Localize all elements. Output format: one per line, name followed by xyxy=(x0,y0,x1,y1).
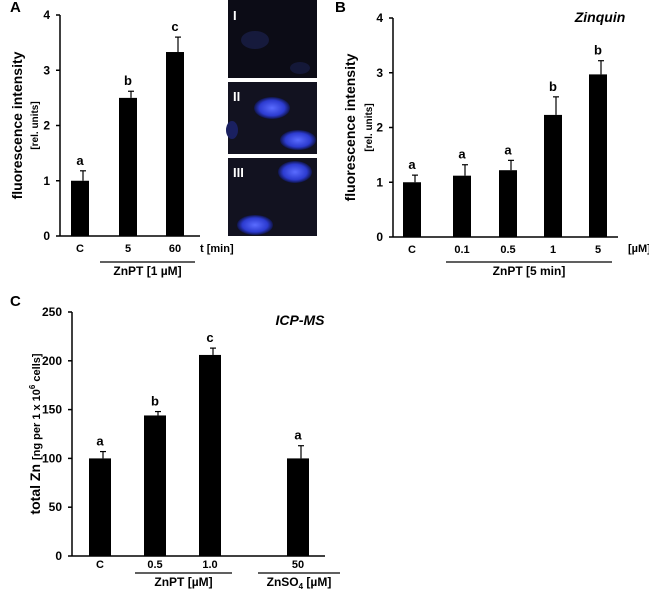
nucleus xyxy=(241,31,269,49)
y-tick-label: 1 xyxy=(43,174,50,188)
y-tick-label: 2 xyxy=(376,121,383,135)
y-tick-label: 2 xyxy=(43,119,50,133)
x-tick-label: 0.5 xyxy=(500,244,515,256)
x-tick-label: C xyxy=(96,559,104,571)
group-label-part: 4 xyxy=(299,582,304,591)
y-axis-label: total Zn [ng per 1 x 106 cells] xyxy=(27,353,43,514)
group-label-part: ZnPT [1 µM] xyxy=(113,264,181,278)
nucleus xyxy=(226,121,238,139)
panel-label: A xyxy=(10,0,21,16)
significance-label: a xyxy=(76,153,84,168)
x-tick-label: 0.5 xyxy=(147,559,162,571)
significance-label: a xyxy=(504,142,512,157)
chart-title: Zinquin xyxy=(574,9,626,25)
panel-label: C xyxy=(10,293,21,310)
x-tick-label: 50 xyxy=(292,559,304,571)
y-tick-label: 50 xyxy=(49,500,63,514)
y-tick-label: 4 xyxy=(376,11,383,25)
x-tick-label: C xyxy=(76,243,84,255)
y-axis-label-part: [ng per 1 x 10 xyxy=(31,389,43,460)
y-tick-label: 1 xyxy=(376,175,383,189)
chart-title: ICP-MS xyxy=(276,312,326,328)
bar xyxy=(166,52,184,236)
group-label-part: [µM] xyxy=(303,575,331,589)
group-label-part: ZnSO xyxy=(267,575,299,589)
y-axis-label-part: cells] xyxy=(31,353,43,385)
y-tick-label: 0 xyxy=(376,230,383,244)
bar xyxy=(403,182,421,237)
x-tick-label: 1 xyxy=(550,244,556,256)
significance-label: a xyxy=(408,157,416,172)
x-tick-label: 60 xyxy=(169,243,181,255)
group-label-part: ZnPT [5 min] xyxy=(493,264,566,278)
group-label: ZnPT [5 min] xyxy=(493,264,566,278)
x-axis-unit: t [min] xyxy=(200,243,234,255)
y-tick-label: 0 xyxy=(55,549,62,563)
y-axis-label-part: 6 xyxy=(28,384,37,389)
nucleus xyxy=(254,97,290,119)
x-tick-label: 1.0 xyxy=(202,559,217,571)
x-tick-label: 5 xyxy=(595,244,601,256)
y-tick-label: 100 xyxy=(42,451,62,465)
bar xyxy=(499,170,517,237)
bar xyxy=(119,97,137,236)
nucleus xyxy=(237,215,273,235)
nucleus xyxy=(290,62,310,74)
x-tick-label: 5 xyxy=(125,243,131,255)
y-tick-label: 250 xyxy=(42,305,62,319)
bar xyxy=(453,175,471,237)
y-tick-label: 4 xyxy=(43,8,50,22)
significance-label: a xyxy=(96,434,104,449)
bar xyxy=(589,74,607,237)
panel-label: B xyxy=(335,0,346,16)
bar xyxy=(71,180,89,236)
bar xyxy=(144,415,166,556)
x-tick-label: C xyxy=(408,244,416,256)
nucleus xyxy=(278,161,312,183)
y-axis-unit: [rel. units] xyxy=(30,101,41,149)
significance-label: a xyxy=(458,147,466,162)
group-label-part: ZnPT [µM] xyxy=(154,575,212,589)
image-label: III xyxy=(233,165,244,180)
significance-label: b xyxy=(594,43,602,58)
image-label: II xyxy=(233,89,240,104)
micrographs: I II III xyxy=(226,0,317,236)
y-axis-label: fluorescence intensity xyxy=(342,53,358,201)
significance-label: b xyxy=(124,73,132,88)
y-tick-label: 0 xyxy=(43,229,50,243)
bar xyxy=(89,458,111,556)
y-tick-label: 3 xyxy=(376,66,383,80)
group-label: ZnSO4 [µM] xyxy=(267,575,332,591)
y-axis-unit: [rel. units] xyxy=(364,103,375,151)
y-tick-label: 3 xyxy=(43,63,50,77)
y-axis-label-part: total Zn xyxy=(27,464,43,515)
y-tick-label: 150 xyxy=(42,403,62,417)
significance-label: c xyxy=(171,19,178,34)
bar xyxy=(287,458,309,556)
significance-label: b xyxy=(549,79,557,94)
bar xyxy=(199,354,221,556)
image-label: I xyxy=(233,8,237,23)
group-label: ZnPT [1 µM] xyxy=(113,264,181,278)
significance-label: a xyxy=(294,428,302,443)
significance-label: b xyxy=(151,394,159,409)
y-tick-label: 200 xyxy=(42,354,62,368)
nucleus xyxy=(280,130,316,150)
significance-label: c xyxy=(206,330,213,345)
group-label: ZnPT [µM] xyxy=(154,575,212,589)
y-axis-label: fluorescence intensity xyxy=(9,51,25,199)
bar xyxy=(544,114,562,237)
x-tick-label: 0.1 xyxy=(454,244,469,256)
x-axis-unit: [µM] xyxy=(628,243,649,255)
